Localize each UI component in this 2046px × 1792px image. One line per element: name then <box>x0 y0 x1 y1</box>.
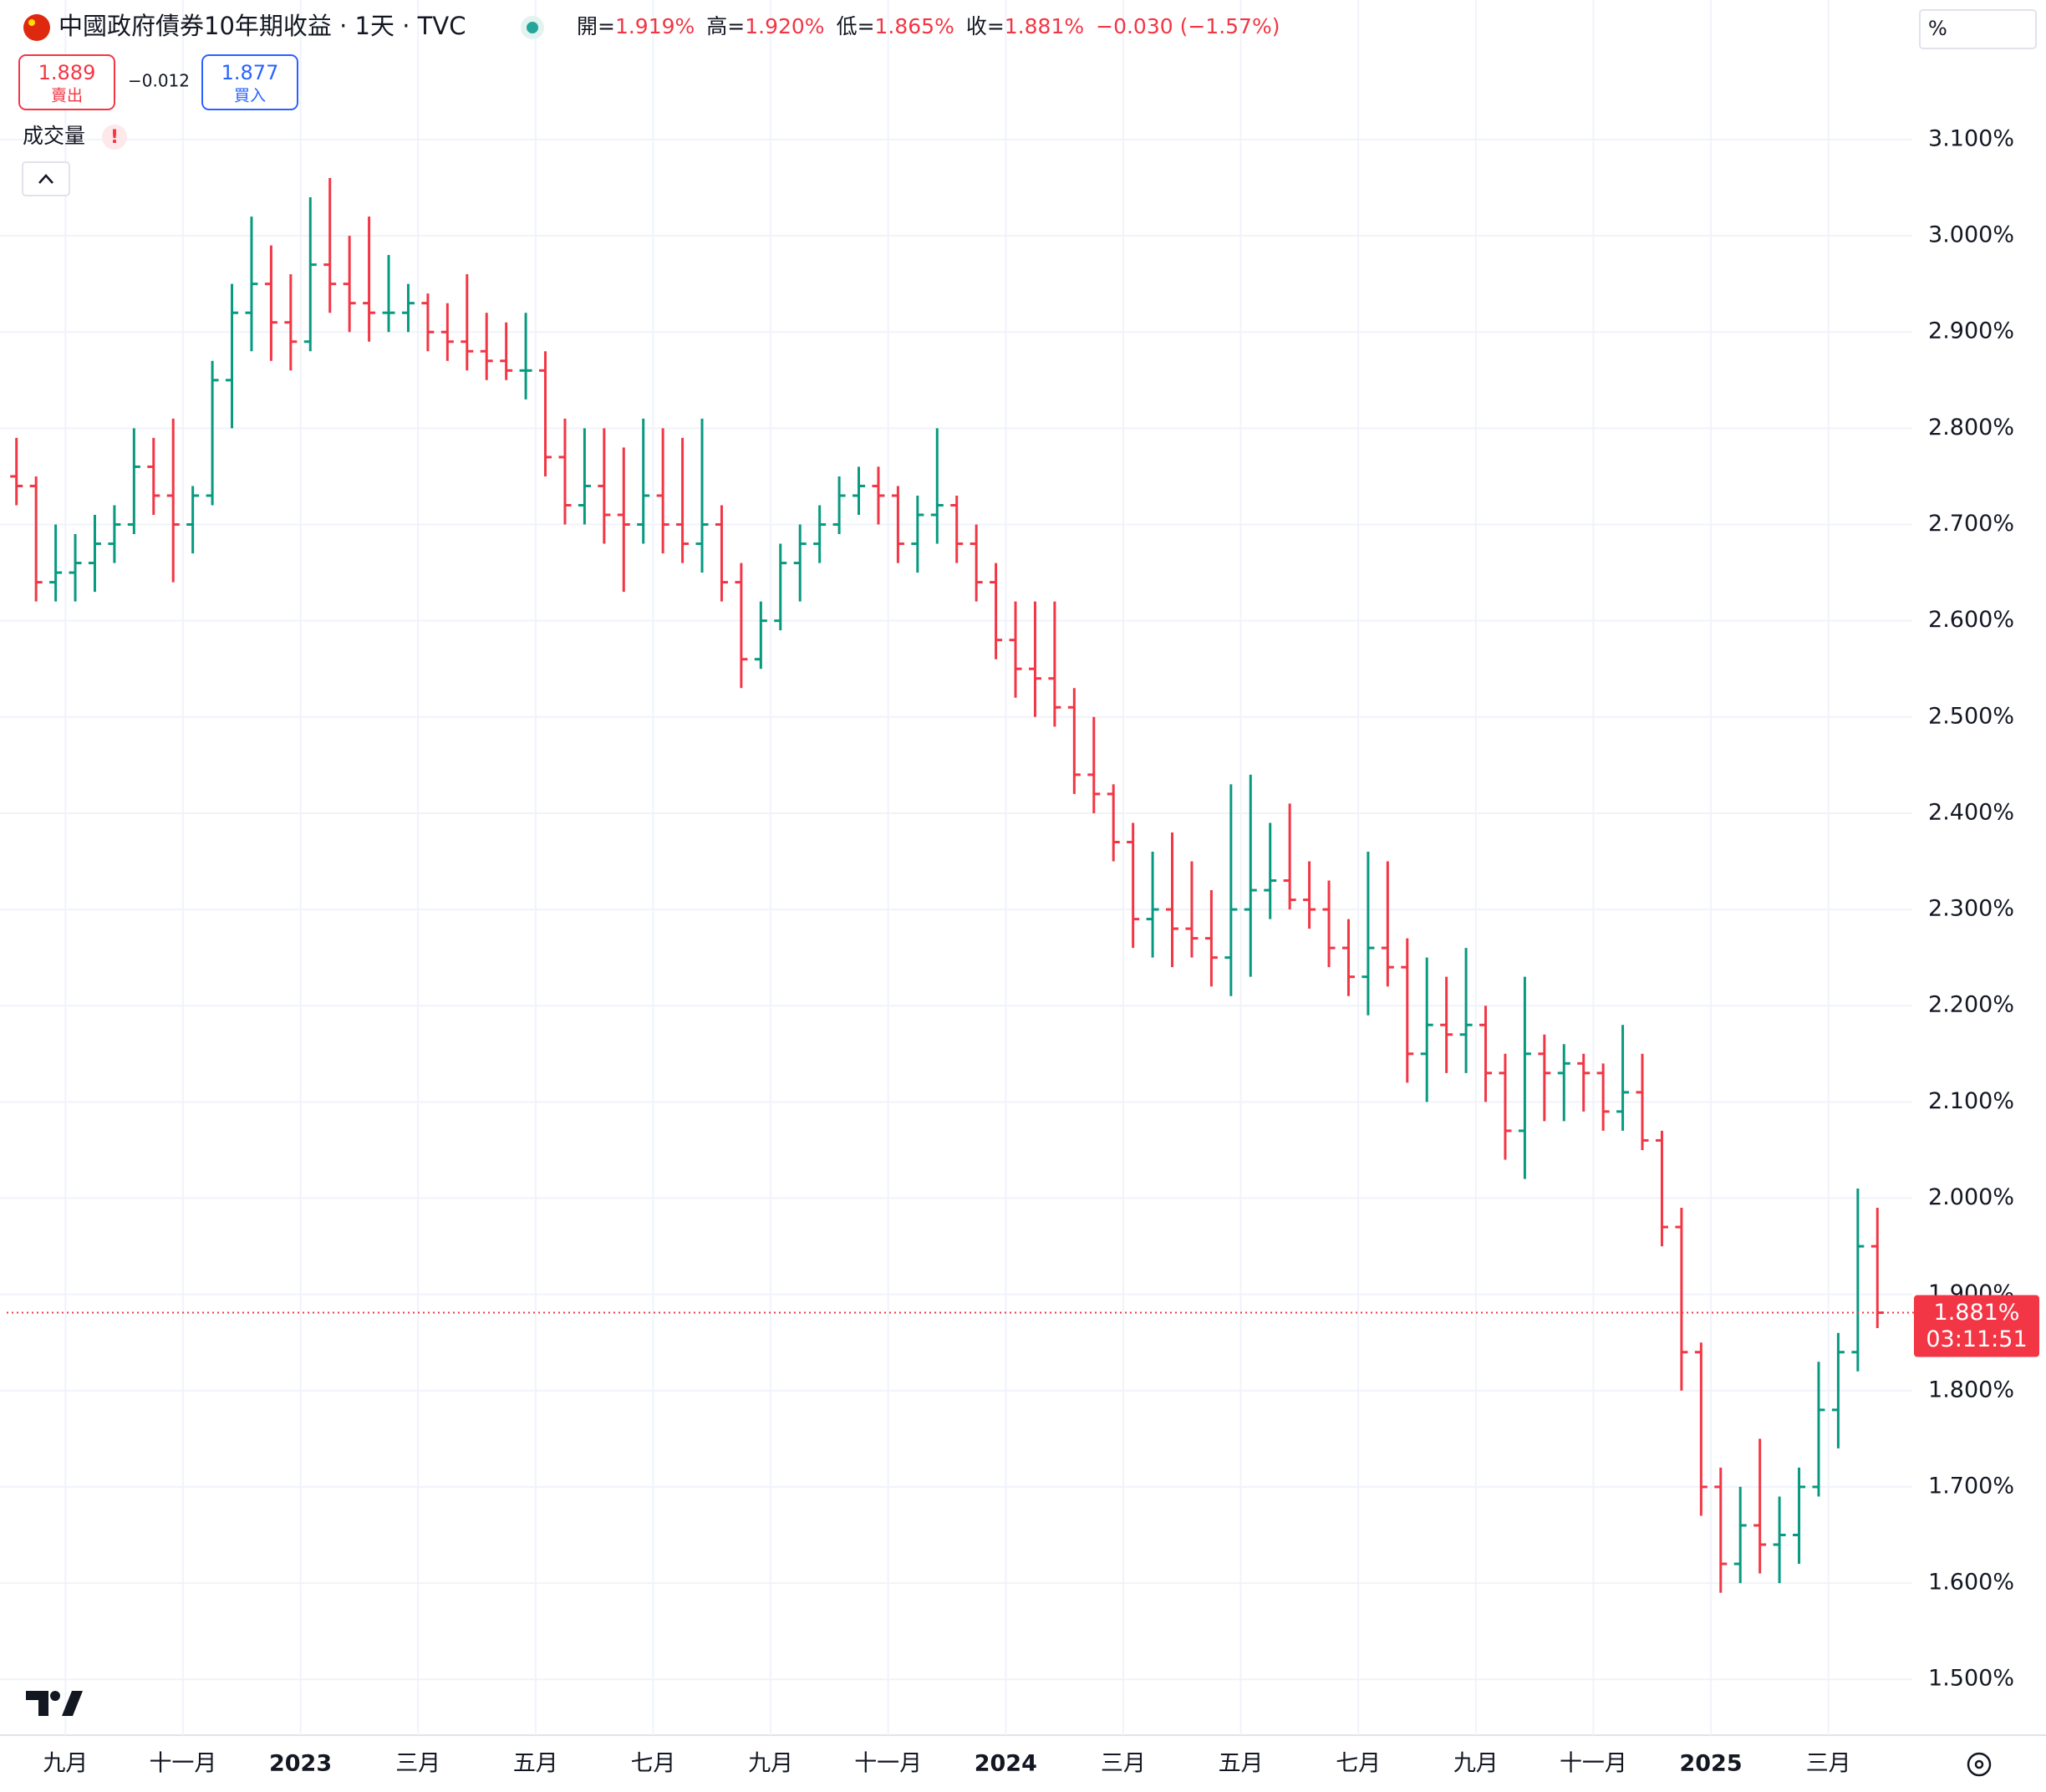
x-tick-label: 三月 <box>395 1751 440 1777</box>
x-tick-label: 2023 <box>269 1751 332 1777</box>
flag-star <box>28 19 35 26</box>
quote-label: 收= <box>966 14 1005 38</box>
warning-badge[interactable] <box>102 125 127 150</box>
quote-value: 1.881% <box>1005 14 1084 38</box>
quote-change: −0.030 (−1.57%) <box>1096 14 1280 38</box>
axis-unit: % <box>1928 17 1947 40</box>
quote-label: 高= <box>706 14 745 38</box>
quote-line: 開=1.919% 高=1.920% 低=1.865% 收=1.881% −0.030 (… <box>577 14 1280 38</box>
quote-value: 1.920% <box>745 14 824 38</box>
sell-price: 1.889 <box>38 61 96 84</box>
settings-center <box>1974 1759 1984 1769</box>
y-tick-label: 2.100% <box>1928 1088 2014 1114</box>
y-tick-label: 2.700% <box>1928 511 2014 537</box>
quote-value: 1.865% <box>875 14 954 38</box>
y-tick-label: 3.100% <box>1928 125 2014 151</box>
bars <box>10 178 1884 1593</box>
sell-button[interactable] <box>18 54 115 110</box>
x-tick-label: 七月 <box>1336 1751 1381 1777</box>
flag-icon <box>23 14 50 41</box>
settings-button[interactable] <box>1967 1752 1992 1777</box>
x-tick-label: 九月 <box>748 1751 793 1777</box>
y-tick-label: 2.400% <box>1928 799 2014 825</box>
symbol-title[interactable]: 中國政府債券10年期收益 · 1天 · TVC <box>59 12 466 40</box>
y-tick-label: 2.500% <box>1928 703 2014 729</box>
x-tick-label: 十一月 <box>1560 1751 1627 1777</box>
market-status[interactable] <box>527 22 538 33</box>
overlay: 1.881%03:11:51 <box>7 1295 2039 1357</box>
x-tick-label: 五月 <box>513 1751 558 1777</box>
logo-slash <box>62 1691 83 1716</box>
x-tick-label: 九月 <box>43 1751 88 1777</box>
x-tick-label: 五月 <box>1219 1751 1264 1777</box>
quote-value: 1.919% <box>615 14 695 38</box>
last-price-tag <box>1914 1295 2039 1357</box>
countdown-label: 03:11:51 <box>1926 1326 2027 1352</box>
buy-label: 買入 <box>234 87 266 105</box>
y-tick-label: 2.600% <box>1928 607 2014 633</box>
logo-dot <box>50 1691 60 1701</box>
warning-icon: ! <box>110 127 119 148</box>
y-tick-label: 1.700% <box>1928 1473 2014 1499</box>
quote-label: 低= <box>837 14 875 38</box>
last-price-label: 1.881% <box>1934 1300 2020 1326</box>
x-tick-label: 2024 <box>975 1751 1037 1777</box>
x-tick-label: 十一月 <box>149 1751 216 1777</box>
chevron-up <box>38 174 53 184</box>
y-tick-label: 2.800% <box>1928 415 2014 440</box>
y-tick-label: 2.200% <box>1928 992 2014 1018</box>
volume-label[interactable]: 成交量 <box>23 124 85 148</box>
spread: −0.012 <box>128 71 190 91</box>
x-tick-label: 七月 <box>630 1751 675 1777</box>
y-tick-label: 3.000% <box>1928 222 2014 248</box>
x-tick-label: 三月 <box>1806 1751 1851 1777</box>
x-tick-label: 三月 <box>1101 1751 1146 1777</box>
y-tick-label: 1.600% <box>1928 1570 2014 1596</box>
unit-button[interactable] <box>1919 9 2037 49</box>
y-tick-label: 2.300% <box>1928 896 2014 922</box>
x-tick-label: 十一月 <box>854 1751 922 1777</box>
x-tick-label: 九月 <box>1453 1751 1499 1777</box>
buy-price: 1.877 <box>221 61 279 84</box>
collapse-button[interactable] <box>22 161 70 196</box>
sell-label: 賣出 <box>51 87 83 105</box>
buy-button[interactable] <box>201 54 298 110</box>
quote-label: 開= <box>577 14 615 38</box>
x-tick-label: 2025 <box>1679 1751 1742 1777</box>
logo-t <box>26 1691 48 1716</box>
y-tick-label: 1.500% <box>1928 1666 2014 1692</box>
y-tick-label: 2.000% <box>1928 1184 2014 1210</box>
y-tick-label: 2.900% <box>1928 318 2014 344</box>
y-tick-label: 1.800% <box>1928 1377 2014 1403</box>
